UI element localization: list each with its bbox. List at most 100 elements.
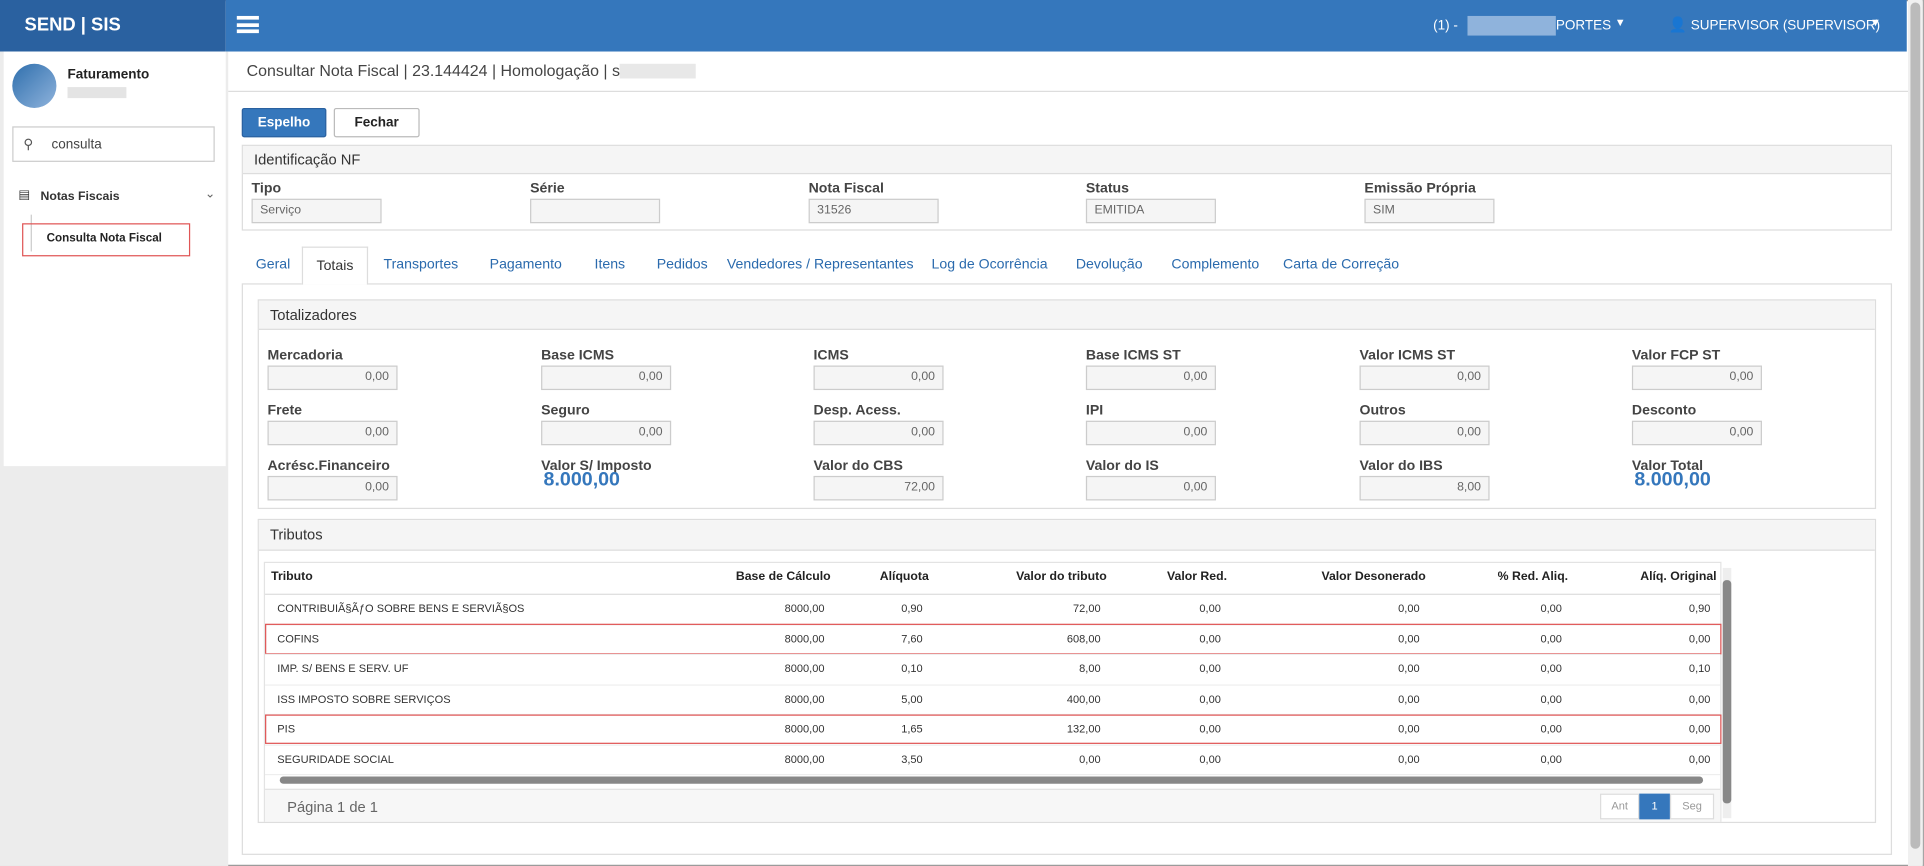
column-header[interactable]: Valor Desonerado xyxy=(1321,570,1426,584)
field-value: 0,00 xyxy=(1631,420,1762,446)
company-prefix[interactable]: (1) - xyxy=(1433,18,1458,34)
search-text[interactable]: consulta xyxy=(51,137,102,153)
cell: 3,50 xyxy=(901,752,923,765)
cell: ISS IMPOSTO SOBRE SERVIÇOS xyxy=(277,692,451,705)
totals-panel xyxy=(257,299,1877,510)
chevron: ⌄ xyxy=(204,187,216,202)
top-bar xyxy=(225,0,1907,52)
column-header[interactable]: Valor Red. xyxy=(1166,570,1227,584)
cell: 0,00 xyxy=(1199,722,1221,735)
cell: 8000,00 xyxy=(784,662,825,675)
tab[interactable]: Pagamento xyxy=(489,257,562,273)
cell: 0,00 xyxy=(1199,752,1221,765)
cell: 72,00 xyxy=(1072,602,1101,615)
cell: PIS xyxy=(277,722,296,735)
blur xyxy=(67,87,127,99)
field-value: 0,00 xyxy=(1085,365,1216,391)
highlight xyxy=(265,623,1722,654)
tab[interactable]: Pedidos xyxy=(656,257,708,273)
user-icon: 👤 xyxy=(1668,15,1688,34)
pager-text: Página 1 de 1 xyxy=(287,798,378,816)
field-value: 0,00 xyxy=(541,420,672,446)
menu-item[interactable]: Consulta Nota Fiscal xyxy=(46,231,162,246)
field-label: Desp. Acess. xyxy=(813,403,901,419)
tab[interactable]: Itens xyxy=(594,257,626,273)
highlight xyxy=(22,223,191,257)
field-value xyxy=(530,198,661,224)
tab[interactable]: Geral xyxy=(255,257,291,273)
pager-bar xyxy=(265,788,1721,822)
field-label: Status xyxy=(1085,181,1130,197)
field-value: 0,00 xyxy=(1631,365,1762,391)
field-label: Outros xyxy=(1359,403,1406,419)
field-label: Valor FCP ST xyxy=(1631,348,1721,364)
field-value: 0,00 xyxy=(1359,365,1490,391)
field-value: 72,00 xyxy=(813,475,944,501)
pager-next[interactable]: Seg xyxy=(1669,793,1715,820)
cell: 0,00 xyxy=(1540,602,1562,615)
user[interactable]: SUPERVISOR (SUPERVISOR) xyxy=(1690,18,1881,34)
button[interactable]: Espelho xyxy=(241,107,327,138)
cell: 0,00 xyxy=(1398,632,1420,645)
tab[interactable]: Devolução xyxy=(1075,257,1143,273)
logo xyxy=(12,63,57,108)
cell: 0,00 xyxy=(1398,752,1420,765)
field-label: ICMS xyxy=(813,348,849,364)
company-suffix[interactable]: PORTES xyxy=(1555,18,1612,34)
field-value: 0,00 xyxy=(267,365,398,391)
field-value: 0,00 xyxy=(267,475,398,501)
field-value: 0,00 xyxy=(1359,420,1490,446)
h-scroll xyxy=(267,775,1715,785)
tab[interactable]: Log de Ocorrência xyxy=(931,257,1048,273)
search-box[interactable] xyxy=(12,126,215,162)
cell: 400,00 xyxy=(1066,692,1101,705)
cell: 0,00 xyxy=(1688,722,1711,735)
field-value: SIM xyxy=(1364,198,1495,224)
menu-icon: ▤ xyxy=(18,188,31,203)
menu-toggle[interactable] xyxy=(236,15,259,34)
cell: 8000,00 xyxy=(784,692,825,705)
column-header[interactable]: Tributo xyxy=(271,570,313,584)
column-header[interactable]: Alíquota xyxy=(879,570,929,584)
cell: 0,10 xyxy=(1688,662,1711,675)
cell: 8000,00 xyxy=(784,632,825,645)
column-header[interactable]: % Red. Aliq. xyxy=(1497,570,1569,584)
brand: SEND | SIS xyxy=(24,14,121,36)
total-value: 8.000,00 xyxy=(1634,469,1711,491)
row-line xyxy=(265,773,1721,776)
tab[interactable]: Totais xyxy=(301,246,369,285)
column-header[interactable]: Alíq. Original xyxy=(1640,570,1717,584)
highlight xyxy=(265,713,1722,744)
tab[interactable]: Transportes xyxy=(383,257,459,273)
column-header[interactable]: Valor do tributo xyxy=(1016,570,1107,584)
field-label: Desconto xyxy=(1631,403,1697,419)
menu-group[interactable]: Notas Fiscais xyxy=(40,190,120,204)
caret: ▼ xyxy=(1614,15,1626,29)
tab[interactable]: Vendedores / Representantes xyxy=(726,257,914,273)
column-header[interactable]: Base de Cálculo xyxy=(735,570,831,584)
button[interactable]: Fechar xyxy=(333,107,420,138)
cell: 5,00 xyxy=(901,692,923,705)
field-value: 0,00 xyxy=(267,420,398,446)
pager-page[interactable]: 1 xyxy=(1639,793,1670,820)
field-label: Valor S/ Imposto xyxy=(541,458,652,474)
panel-header xyxy=(258,520,1875,551)
panel-title: Tributos xyxy=(269,526,323,544)
tab[interactable]: Complemento xyxy=(1171,257,1260,273)
brand-bar xyxy=(0,0,226,52)
tree-line xyxy=(30,214,32,252)
cell: 0,90 xyxy=(1688,602,1711,615)
cell: 0,00 xyxy=(1398,722,1420,735)
header-line xyxy=(265,593,1721,595)
tab-content xyxy=(241,283,1893,855)
cell: 0,00 xyxy=(1199,632,1221,645)
tributos-panel xyxy=(257,518,1877,824)
field-value: 0,00 xyxy=(1085,475,1216,501)
scrollbar xyxy=(1907,0,1923,866)
pager-prev[interactable]: Ant xyxy=(1600,793,1640,820)
cell: 8000,00 xyxy=(784,602,825,615)
tab[interactable]: Carta de Correção xyxy=(1283,257,1400,273)
cell: 0,00 xyxy=(1688,632,1711,645)
cell: 0,00 xyxy=(1540,692,1562,705)
